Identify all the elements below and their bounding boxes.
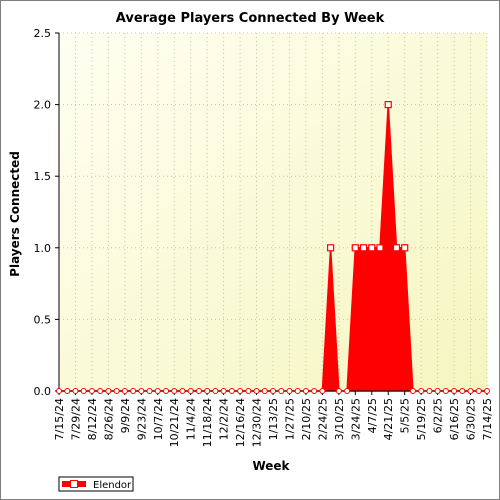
- x-tick-label: 7/15/24: [53, 398, 66, 440]
- x-tick-label: 11/18/24: [201, 398, 214, 447]
- data-point: [442, 388, 449, 394]
- data-point: [475, 388, 482, 394]
- data-point: [434, 388, 441, 394]
- x-tick-label: 9/9/24: [119, 398, 132, 433]
- legend-marker: [70, 480, 78, 488]
- x-tick-label: 12/16/24: [234, 398, 247, 447]
- y-tick-label: 1.0: [34, 242, 52, 255]
- data-point: [72, 388, 79, 394]
- data-point: [359, 244, 368, 252]
- data-point: [195, 388, 202, 394]
- data-point: [97, 388, 104, 394]
- x-tick-label: 7/14/25: [481, 398, 494, 440]
- data-point: [270, 388, 276, 394]
- x-tick-label: 10/7/24: [152, 398, 165, 440]
- data-point: [311, 388, 318, 394]
- data-point: [344, 388, 351, 394]
- data-point: [418, 388, 425, 394]
- data-point: [154, 388, 161, 394]
- data-point: [179, 388, 186, 394]
- grid: [58, 32, 488, 391]
- x-tick-label: 2/24/25: [316, 398, 329, 440]
- y-tick-label: 1.5: [34, 170, 52, 183]
- data-point: [237, 388, 244, 394]
- data-point: [467, 388, 474, 394]
- x-tick-label: 6/30/25: [465, 398, 478, 440]
- x-tick-label: 3/10/25: [333, 398, 346, 440]
- data-point: [484, 388, 490, 394]
- x-tick-label: 12/2/24: [218, 398, 231, 440]
- data-point: [138, 388, 145, 394]
- y-tick-label: 0.5: [34, 313, 52, 326]
- data-point: [64, 388, 71, 394]
- data-point: [335, 388, 342, 394]
- data-point: [253, 388, 260, 394]
- data-point: [146, 388, 153, 394]
- data-point: [286, 388, 293, 394]
- data-point: [376, 244, 384, 252]
- x-tick-label: 8/12/24: [86, 398, 99, 440]
- x-tick-label: 5/5/25: [399, 398, 412, 433]
- point-markers: [56, 100, 490, 394]
- x-tick-label: 5/19/25: [415, 398, 428, 440]
- x-tick-label: 1/27/25: [283, 398, 296, 440]
- data-point: [302, 388, 309, 394]
- data-point: [187, 388, 194, 394]
- data-point: [212, 388, 219, 394]
- data-point: [294, 388, 301, 394]
- data-point: [80, 388, 87, 394]
- data-point: [368, 244, 376, 252]
- x-tick-label: 2/10/25: [300, 398, 313, 440]
- data-point: [261, 388, 268, 394]
- y-tick-label: 2.5: [34, 27, 52, 40]
- x-tick-label: 11/4/24: [185, 398, 198, 440]
- x-tick-label: 10/21/24: [168, 398, 181, 447]
- x-tick-label: 4/21/25: [382, 398, 395, 440]
- x-tick-labels: 7/15/24 7/29/24 8/12/24 8/26/24 9/9/24 9/23/2…: [53, 391, 494, 447]
- data-point: [245, 388, 252, 394]
- data-point: [88, 388, 95, 394]
- x-tick-label: 8/26/24: [102, 398, 115, 440]
- data-point: [121, 388, 128, 394]
- x-tick-label: 12/30/24: [251, 398, 264, 447]
- data-point: [130, 388, 137, 394]
- chart-title: Average Players Connected By Week: [116, 11, 385, 26]
- y-tick-labels: 0.0 0.5 1.0 1.5 2.0 2.5: [34, 27, 59, 398]
- plot-area: [59, 33, 487, 391]
- data-point: [401, 244, 409, 252]
- data-point: [163, 388, 169, 394]
- x-axis-title: Week: [252, 459, 290, 473]
- data-point: [451, 388, 458, 394]
- data-point: [327, 244, 335, 252]
- y-axis-title: Players Connected: [8, 151, 22, 277]
- x-tick-label: 6/2/25: [432, 398, 445, 433]
- y-tick-label: 0.0: [34, 385, 52, 398]
- x-tick-label: 6/16/25: [448, 398, 461, 440]
- data-point: [384, 100, 392, 109]
- data-point: [171, 388, 178, 394]
- data-point: [278, 388, 285, 394]
- legend: Elendor: [58, 476, 134, 492]
- x-tick-label: 3/24/25: [349, 398, 362, 440]
- data-point: [105, 388, 112, 394]
- x-tick-label: 9/23/24: [135, 398, 148, 440]
- x-tick-label: 4/7/25: [366, 398, 379, 433]
- y-tick-label: 2.0: [34, 99, 52, 112]
- data-point: [351, 244, 359, 252]
- data-point: [113, 388, 120, 394]
- data-point: [459, 388, 466, 394]
- data-point: [204, 388, 211, 394]
- x-tick-label: 1/13/25: [267, 398, 280, 440]
- legend-label: Elendor: [93, 480, 132, 491]
- data-point: [392, 244, 401, 252]
- data-point: [426, 388, 433, 394]
- data-point: [319, 388, 326, 394]
- data-point: [220, 388, 227, 394]
- data-point: [409, 388, 416, 394]
- data-point: [228, 388, 235, 394]
- x-tick-label: 7/29/24: [69, 398, 82, 440]
- data-point: [56, 388, 62, 394]
